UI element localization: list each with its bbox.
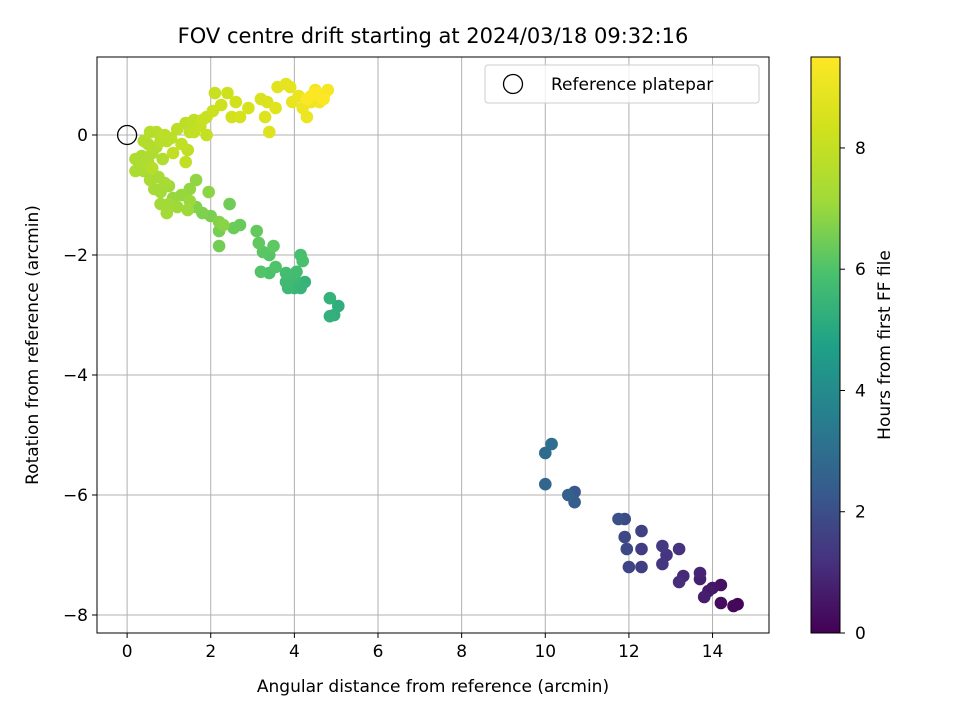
data-point xyxy=(212,239,226,253)
data-point xyxy=(221,86,234,100)
x-tick-label: 14 xyxy=(702,642,724,662)
data-point xyxy=(252,236,266,250)
data-point xyxy=(283,80,297,94)
data-point xyxy=(242,101,255,115)
data-point xyxy=(258,110,272,124)
data-point xyxy=(143,173,157,187)
data-point xyxy=(208,86,222,100)
x-tick-label: 2 xyxy=(205,642,216,662)
data-point xyxy=(164,131,178,145)
reference-platepar-marker xyxy=(116,124,138,146)
chart-title: FOV centre drift starting at 2024/03/18 … xyxy=(178,24,689,48)
data-point xyxy=(672,575,686,589)
data-point xyxy=(618,530,631,544)
data-point xyxy=(656,557,669,571)
data-point xyxy=(317,92,330,106)
data-point xyxy=(166,146,180,160)
data-point xyxy=(160,206,174,220)
data-points xyxy=(129,77,744,613)
y-tick-label: −8 xyxy=(63,606,88,626)
colorbar-tick-label: 0 xyxy=(855,624,866,644)
colorbar-tick-label: 8 xyxy=(855,139,866,159)
data-point xyxy=(179,155,192,169)
data-point xyxy=(323,309,337,323)
data-point xyxy=(267,239,280,253)
colorbar-tick-label: 6 xyxy=(855,260,866,280)
y-axis: −8 −6 −4 −2 0 xyxy=(63,126,97,626)
data-point xyxy=(217,218,230,232)
data-point xyxy=(269,101,282,115)
data-point xyxy=(269,260,282,274)
colorbar-label: Hours from first FF file xyxy=(875,250,895,440)
y-tick-label: 0 xyxy=(77,126,88,146)
data-point xyxy=(196,113,209,127)
data-point xyxy=(154,197,167,211)
x-tick-label: 12 xyxy=(618,642,640,662)
legend-marker-circle xyxy=(502,73,524,95)
colorbar: 0 2 4 6 8 Hours from first FF file xyxy=(810,56,895,644)
data-point xyxy=(635,542,648,556)
data-point xyxy=(145,161,159,175)
data-point xyxy=(137,134,151,148)
data-point xyxy=(635,524,648,538)
data-point xyxy=(296,254,310,268)
data-point xyxy=(229,95,243,109)
y-tick-label: −2 xyxy=(63,246,88,266)
x-tick-label: 6 xyxy=(373,642,384,662)
legend-entry-reference-platepar: Reference platepar xyxy=(551,75,713,95)
grid xyxy=(97,57,769,633)
x-axis: 0 2 4 6 8 10 12 14 xyxy=(122,633,724,662)
data-point xyxy=(200,128,213,142)
data-point xyxy=(656,539,669,553)
data-point xyxy=(156,152,169,166)
data-point xyxy=(672,542,686,556)
data-point xyxy=(697,590,711,604)
data-point xyxy=(323,291,337,305)
data-point xyxy=(223,197,236,211)
data-point xyxy=(227,221,240,235)
data-point xyxy=(129,164,142,178)
data-point xyxy=(279,266,293,280)
colorbar-tick-label: 4 xyxy=(855,381,866,401)
x-tick-label: 0 xyxy=(122,642,133,662)
legend-box xyxy=(484,64,760,104)
y-tick-label: −4 xyxy=(63,366,88,386)
data-point xyxy=(635,560,648,574)
x-tick-label: 8 xyxy=(456,642,467,662)
data-point xyxy=(290,265,303,279)
data-point xyxy=(175,137,188,151)
data-point xyxy=(727,599,740,613)
data-point xyxy=(612,512,625,526)
plot-frame xyxy=(96,56,770,634)
x-tick-label: 4 xyxy=(289,642,300,662)
data-point xyxy=(214,98,228,112)
y-tick-label: −6 xyxy=(63,486,88,506)
data-point xyxy=(263,125,276,139)
data-point xyxy=(622,560,636,574)
legend: Reference platepar xyxy=(484,64,760,104)
data-point xyxy=(714,596,728,610)
data-point xyxy=(233,110,247,124)
data-point xyxy=(181,203,194,217)
data-point xyxy=(189,173,203,187)
colorbar-tick-label: 2 xyxy=(855,503,866,523)
x-tick-label: 10 xyxy=(534,642,556,662)
data-point xyxy=(254,265,268,279)
data-point xyxy=(620,542,634,556)
colorbar-gradient xyxy=(810,56,841,634)
data-point xyxy=(539,446,552,460)
data-point xyxy=(250,224,263,238)
y-axis-label: Rotation from reference (arcmin) xyxy=(23,205,43,485)
data-point xyxy=(202,185,215,199)
data-point xyxy=(545,437,558,451)
reference-marker xyxy=(116,124,138,146)
data-point xyxy=(539,477,552,491)
colorbar-ticks: 0 2 4 6 8 xyxy=(840,139,866,644)
x-axis-label: Angular distance from reference (arcmin) xyxy=(257,677,609,697)
data-point xyxy=(562,488,575,502)
data-point xyxy=(693,566,707,580)
